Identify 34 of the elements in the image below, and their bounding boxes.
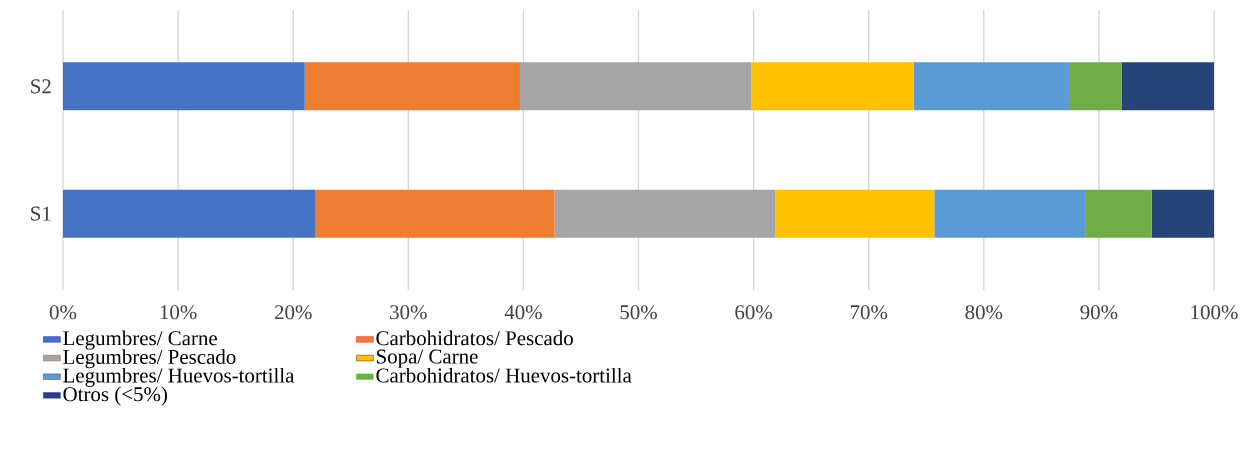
bar xyxy=(315,189,555,238)
x-tick-label: 60% xyxy=(735,305,773,320)
legend-label: Legumbres/ Huevos-tortilla xyxy=(63,367,295,387)
legend-label: Legumbres/ Carne xyxy=(63,330,217,350)
x-tick-label: 0% xyxy=(49,305,77,320)
x-tick-label: 40% xyxy=(504,305,542,320)
x-tick-label: 20% xyxy=(274,305,312,320)
bar xyxy=(304,62,520,111)
bar xyxy=(1121,62,1214,111)
x-tick-label: 90% xyxy=(1080,305,1118,320)
x-tick-label: 70% xyxy=(850,305,888,320)
legend-label: Carbohidratos/ Pescado xyxy=(376,330,573,346)
bar xyxy=(1085,189,1152,238)
bar xyxy=(63,189,316,238)
bar xyxy=(934,189,1086,238)
bar xyxy=(751,62,914,111)
y-tick-label: S1 xyxy=(31,206,51,221)
bar xyxy=(1068,62,1122,111)
legend-label: Sopa/ Carne xyxy=(376,349,478,368)
legend-label: Legumbres/ Pescado xyxy=(63,349,236,369)
x-tick-label: 10% xyxy=(160,305,197,320)
y-tick-label: S2 xyxy=(31,79,51,94)
x-tick-label: 50% xyxy=(620,305,657,320)
x-tick-label: 100% xyxy=(1191,305,1238,320)
bar xyxy=(775,189,935,238)
bar xyxy=(1151,189,1214,238)
x-tick-label: 30% xyxy=(390,305,427,320)
bar xyxy=(913,62,1069,111)
bar xyxy=(63,62,305,111)
legend-label: Otros (<5%) xyxy=(63,386,167,406)
legend-label: Carbohidratos/ Huevos-tortilla xyxy=(376,367,632,383)
x-tick-label: 80% xyxy=(965,305,1003,320)
bar xyxy=(554,189,776,238)
bar xyxy=(519,62,752,111)
